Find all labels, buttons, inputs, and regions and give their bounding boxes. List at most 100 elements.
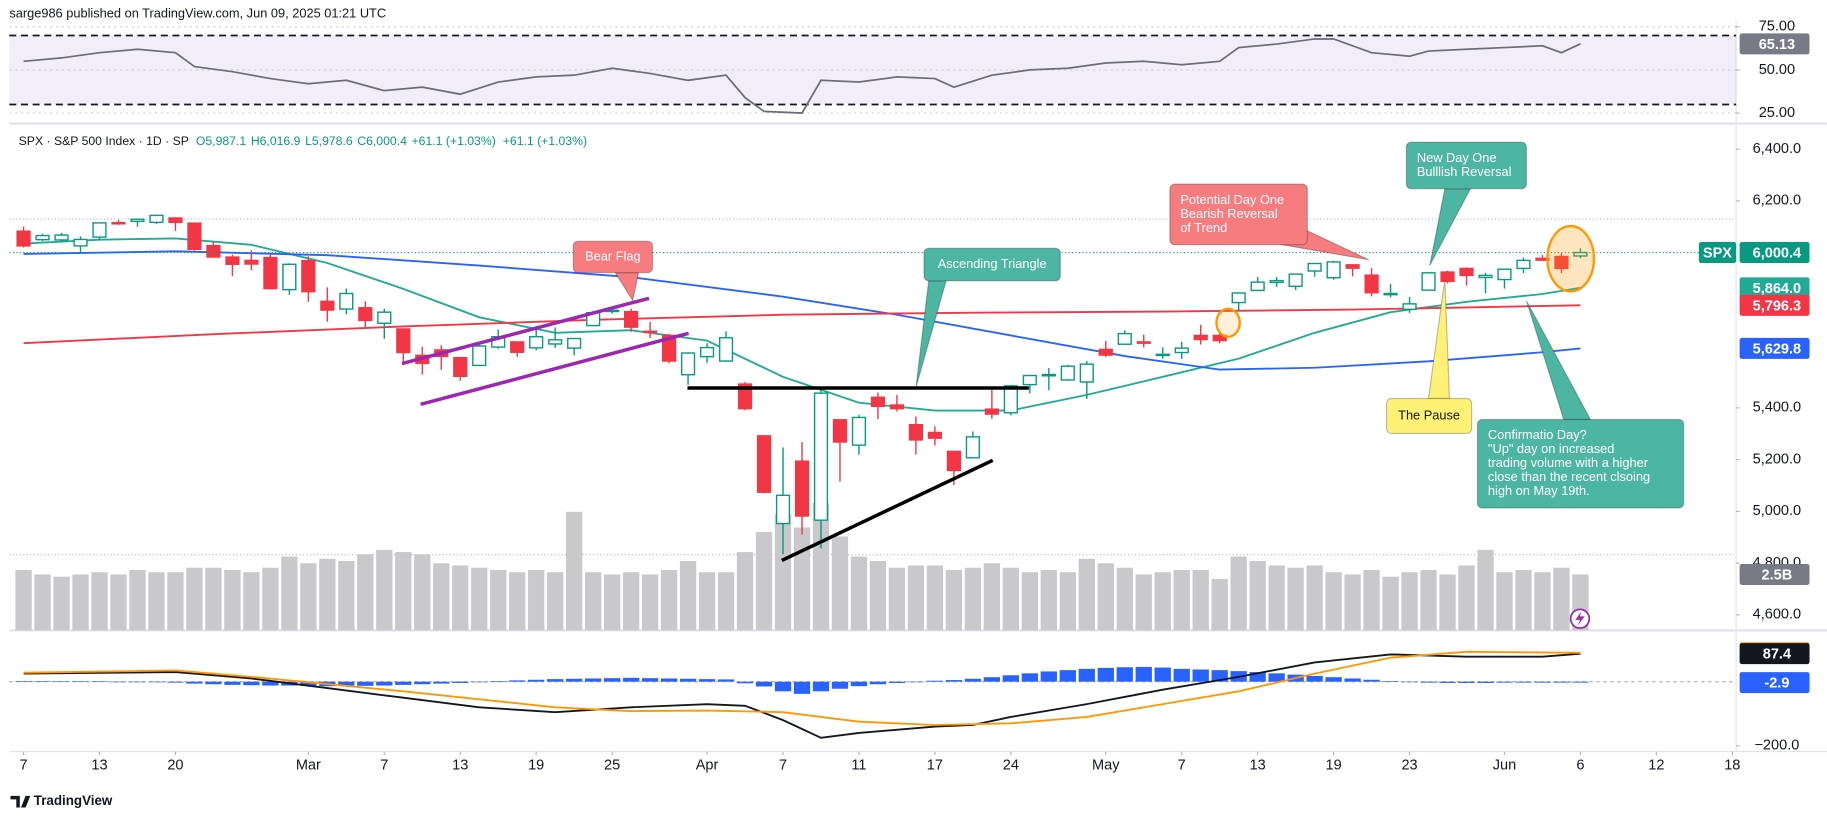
histogram-bar bbox=[1249, 672, 1266, 682]
callout-box bbox=[923, 247, 1061, 282]
histogram-bar bbox=[1420, 681, 1437, 683]
logo-text: TradingView bbox=[34, 793, 113, 808]
volume-bar bbox=[1515, 569, 1532, 631]
x-tick-label: 20 bbox=[167, 757, 183, 773]
candle-body bbox=[908, 423, 924, 441]
x-tick-label: 18 bbox=[1724, 757, 1740, 773]
candle-body bbox=[168, 217, 183, 224]
candle-body bbox=[1535, 257, 1550, 261]
volume-bar bbox=[1496, 572, 1513, 631]
x-tick-label: 23 bbox=[1401, 757, 1417, 773]
callout-text: Potential Day One bbox=[1180, 192, 1284, 207]
volume-bar bbox=[205, 567, 222, 631]
x-tick-label: 13 bbox=[91, 757, 107, 773]
candle-body bbox=[1402, 303, 1417, 310]
volume-bar bbox=[641, 574, 659, 631]
volume-bar bbox=[660, 569, 678, 631]
histogram-bar bbox=[679, 678, 697, 682]
histogram-bar bbox=[167, 681, 184, 683]
x-tick-label: 7 bbox=[380, 757, 388, 773]
histogram-bar bbox=[869, 681, 887, 685]
callout-text: "Up" day on increased bbox=[1488, 441, 1614, 456]
histogram-bar bbox=[1572, 681, 1589, 683]
candle-body bbox=[946, 450, 961, 472]
candle-body bbox=[1060, 365, 1075, 381]
price-tag-label: 87.4 bbox=[1763, 647, 1792, 663]
candle-body bbox=[339, 292, 354, 310]
histogram-bar bbox=[433, 681, 450, 684]
candle-body bbox=[130, 218, 145, 223]
candle-body bbox=[1155, 353, 1170, 357]
volume-bar bbox=[262, 567, 279, 631]
histogram-bar bbox=[1344, 678, 1361, 682]
volume-bar bbox=[755, 531, 773, 631]
volume-bar bbox=[1173, 569, 1190, 631]
candle-body bbox=[92, 222, 107, 238]
candle-body bbox=[244, 259, 259, 265]
histogram-bar bbox=[888, 681, 906, 683]
candle-body bbox=[680, 352, 696, 376]
candle-body bbox=[1136, 341, 1151, 344]
volume-bar bbox=[1401, 572, 1418, 631]
histogram-bar bbox=[983, 677, 1001, 682]
candle-body bbox=[1440, 271, 1455, 283]
candle-body bbox=[794, 460, 810, 517]
candle-body bbox=[529, 336, 544, 349]
candle-body bbox=[396, 328, 411, 354]
x-tick-label: 24 bbox=[1003, 757, 1019, 773]
legend-change: +61.1 (+1.03%) bbox=[503, 134, 587, 148]
volume-bar bbox=[1325, 572, 1342, 631]
volume-bar bbox=[528, 569, 545, 631]
candle-body bbox=[1421, 272, 1436, 291]
symbol-tag-label: SPX bbox=[1703, 246, 1732, 262]
candle-body bbox=[889, 404, 905, 410]
volume-bar bbox=[869, 561, 887, 631]
x-tick-label: 13 bbox=[1250, 757, 1266, 773]
volume-bar bbox=[186, 567, 203, 631]
candle-body bbox=[16, 230, 31, 247]
price-tag-label: 65.13 bbox=[1759, 37, 1795, 53]
candle-body bbox=[1288, 273, 1303, 287]
histogram-bar bbox=[1534, 681, 1551, 683]
candle-body bbox=[548, 339, 563, 345]
volume-bar bbox=[622, 572, 640, 631]
legend-low: L5,978.6 bbox=[305, 134, 353, 148]
candle-body bbox=[1098, 348, 1113, 356]
histogram-bar bbox=[964, 678, 982, 682]
y-tick-label: 50.00 bbox=[1759, 62, 1795, 78]
volume-bar bbox=[91, 572, 108, 631]
histogram-bar bbox=[395, 681, 412, 685]
x-tick-label: 11 bbox=[851, 757, 866, 773]
histogram-bar bbox=[793, 681, 811, 694]
callout-text: New Day One bbox=[1417, 150, 1497, 165]
volume-bar bbox=[1287, 567, 1304, 631]
legend-change: +61.1 (+1.03%) bbox=[412, 134, 496, 148]
candle-body bbox=[699, 346, 715, 358]
histogram-bar bbox=[15, 681, 32, 682]
price-tag bbox=[1739, 337, 1810, 359]
histogram-bar bbox=[224, 681, 241, 685]
volume-bar bbox=[243, 572, 260, 631]
volume-bar bbox=[433, 563, 450, 631]
price-tag bbox=[1739, 294, 1810, 316]
histogram-bar bbox=[1211, 670, 1228, 682]
callout-text: Bearish Reversal bbox=[1180, 206, 1277, 221]
volume-bar bbox=[1458, 565, 1475, 631]
volume-bar bbox=[1439, 574, 1456, 631]
candle-body bbox=[320, 300, 335, 311]
histogram-bar bbox=[452, 681, 469, 683]
candle-body bbox=[1497, 268, 1512, 281]
histogram-bar bbox=[414, 681, 431, 685]
candle-body bbox=[510, 341, 525, 353]
candle-body bbox=[832, 419, 848, 443]
y-tick-label: 5,200.0 bbox=[1753, 451, 1802, 467]
x-tick-label: May bbox=[1092, 757, 1120, 773]
volume-bar bbox=[1382, 576, 1399, 631]
volume-bar bbox=[850, 556, 868, 631]
volume-bar bbox=[34, 574, 51, 631]
callout-text: of Trend bbox=[1180, 220, 1227, 235]
histogram-bar bbox=[243, 681, 260, 686]
volume-bar bbox=[831, 536, 849, 631]
candle-body bbox=[927, 431, 943, 439]
candle-body bbox=[358, 307, 373, 322]
